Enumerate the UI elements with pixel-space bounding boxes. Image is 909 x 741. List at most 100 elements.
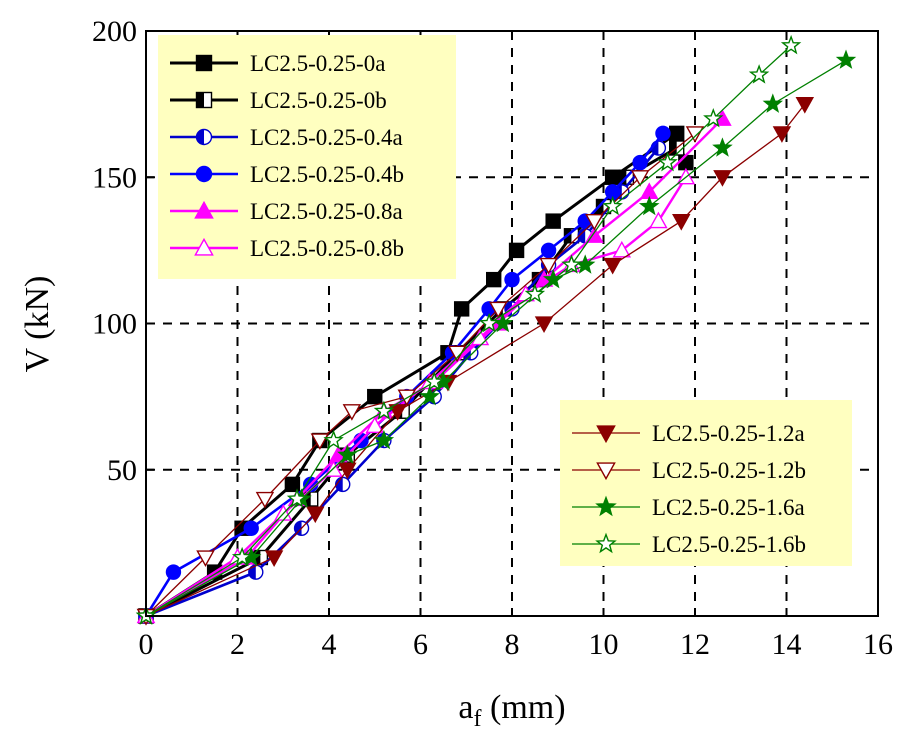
legend-marker: [195, 165, 213, 183]
data-point-LC2.5-0.25-1.6b: [657, 151, 678, 172]
data-point-LC2.5-0.25-1.6b: [748, 64, 770, 84]
data-point-LC2.5-0.25-1.6a: [543, 268, 564, 289]
x-tick-label: 8: [505, 628, 520, 661]
y-tick-label: 100: [92, 308, 137, 341]
data-point-LC2.5-0.25-1.2a: [672, 213, 691, 231]
data-point-LC2.5-0.25-1.2b: [630, 170, 650, 187]
data-point-LC2.5-0.25-1.6b: [478, 312, 500, 333]
data-point-LC2.5-0.25-0a: [669, 125, 685, 142]
data-point-LC2.5-0.25-1.2a: [772, 126, 792, 143]
legend-entry: LC2.5-0.25-0.8b: [170, 236, 404, 261]
legend-box-main: [158, 35, 456, 279]
data-point-LC2.5-0.25-1.6b: [561, 254, 582, 274]
data-point-LC2.5-0.25-1.6b: [780, 34, 802, 55]
legend-label: LC2.5-0.25-1.6b: [652, 532, 806, 557]
series-line-LC2.5-0.25-1.2b: [145, 132, 696, 617]
data-point-LC2.5-0.25-1.2a: [603, 257, 622, 275]
data-point-LC2.5-0.25-0a: [678, 154, 694, 171]
data-point-LC2.5-0.25-1.2b: [310, 433, 330, 450]
y-axis-title: V (kN): [19, 276, 56, 373]
legend-label: LC2.5-0.25-0.4a: [250, 125, 403, 150]
series-line-LC2.5-0.25-1.2a: [145, 103, 806, 617]
data-point-LC2.5-0.25-1.2a: [338, 462, 357, 480]
data-point-LC2.5-0.25-1.2a: [795, 96, 815, 114]
data-point-LC2.5-0.25-1.6b: [373, 400, 395, 420]
legend-entry: LC2.5-0.25-1.6a: [572, 495, 805, 520]
data-point-LC2.5-0.25-1.2a: [713, 170, 732, 187]
legend-marker: [595, 532, 617, 554]
legend-entry: LC2.5-0.25-1.2a: [572, 421, 805, 446]
data-point-LC2.5-0.25-1.6a: [373, 429, 395, 450]
x-tick-label: 10: [589, 628, 619, 661]
data-point-LC2.5-0.25-1.6b: [703, 108, 724, 128]
legend-marker: [194, 200, 214, 219]
series-line-LC2.5-0.25-1.6a: [145, 59, 847, 617]
x-tick-label: 4: [322, 628, 337, 661]
x-tick-label: 16: [863, 628, 893, 661]
x-axis-title-subscript: f: [474, 706, 482, 732]
data-point-LC2.5-0.25-0.4b: [504, 271, 520, 288]
data-point-LC2.5-0.25-0.4b: [655, 125, 671, 142]
legend-label: LC2.5-0.25-0.4b: [250, 162, 404, 187]
data-point-LC2.5-0.25-1.2b: [342, 404, 362, 421]
data-point-LC2.5-0.25-0.4b: [632, 154, 648, 171]
data-point-LC2.5-0.25-1.6a: [337, 444, 358, 464]
data-point-LC2.5-0.25-1.2b: [196, 550, 215, 567]
series-LC2.5-0.25-1.6b: [135, 34, 802, 625]
data-point-LC2.5-0.25-1.2a: [534, 316, 554, 333]
data-point-LC2.5-0.25-1.6a: [638, 195, 660, 216]
legend-entry: LC2.5-0.25-0.4b: [170, 162, 404, 187]
data-point-LC2.5-0.25-1.2b: [539, 257, 558, 275]
data-point-LC2.5-0.25-0.4b: [540, 242, 557, 259]
data-point-LC2.5-0.25-1.6a: [835, 49, 857, 69]
legend-marker-half: [196, 129, 204, 145]
y-tick-label: 50: [107, 454, 137, 487]
legend-marker: [595, 495, 617, 517]
x-tick-label: 0: [139, 628, 154, 661]
data-point-LC2.5-0.25-1.6b: [524, 283, 546, 303]
data-point-LC2.5-0.25-1.6b: [323, 429, 344, 450]
x-tick-label: 2: [230, 628, 245, 661]
y-tick-label: 150: [92, 161, 137, 194]
x-tick-label: 14: [772, 628, 802, 661]
data-point-LC2.5-0.25-0.4b: [243, 520, 259, 536]
data-point-LC2.5-0.25-1.6b: [602, 195, 623, 216]
legend-label: LC2.5-0.25-0a: [250, 51, 385, 76]
axes-layer: 0 2 4 6 8 10 12 14 16 50 100 150 200: [92, 15, 893, 661]
data-point-LC2.5-0.25-0a: [284, 476, 301, 493]
data-point-LC2.5-0.25-1.2a: [264, 550, 284, 567]
data-point-LC2.5-0.25-1.6b: [424, 371, 445, 391]
data-point-LC2.5-0.25-1.6b: [231, 546, 253, 567]
legend-marker: [596, 462, 616, 481]
x-tick-label: 6: [413, 628, 428, 661]
legend-marker: [596, 425, 616, 444]
data-point-LC2.5-0.25-0a: [453, 301, 470, 317]
legend-marker: [195, 54, 213, 72]
legend-label: LC2.5-0.25-0.8a: [250, 199, 403, 224]
x-axis-title: af (mm): [458, 689, 565, 732]
data-point-LC2.5-0.25-1.2b: [489, 301, 508, 319]
data-point-LC2.5-0.25-1.2b: [255, 491, 275, 509]
data-point-LC2.5-0.25-1.2a: [388, 404, 407, 421]
data-point-LC2.5-0.25-0.8b: [649, 211, 668, 229]
data-point-LC2.5-0.25-0a: [367, 388, 383, 405]
legend-label: LC2.5-0.25-1.2b: [652, 458, 806, 483]
data-point-LC2.5-0.25-0.8b: [365, 416, 384, 434]
data-point-LC2.5-0.25-0.8b: [612, 240, 632, 258]
series-layer: [135, 34, 857, 626]
data-point-LC2.5-0.25-1.2b: [685, 126, 705, 143]
data-point-LC2.5-0.25-1.6b: [286, 488, 308, 508]
legend-entry: LC2.5-0.25-1.6b: [572, 532, 806, 557]
x-tick-label: 12: [680, 628, 710, 661]
legend-label: LC2.5-0.25-0b: [250, 88, 387, 113]
data-point-LC2.5-0.25-1.2a: [306, 506, 325, 524]
series-line-LC2.5-0.25-1.6b: [145, 45, 792, 617]
data-point-LC2.5-0.25-1.6a: [419, 385, 440, 406]
legend-label: LC2.5-0.25-1.2a: [652, 421, 805, 446]
legend-entry: LC2.5-0.25-0.4a: [170, 125, 403, 150]
data-point-LC2.5-0.25-0b-half: [669, 141, 677, 155]
data-point-LC2.5-0.25-0.4a-half: [294, 521, 302, 536]
legend-entry: LC2.5-0.25-0a: [170, 51, 385, 76]
data-point-LC2.5-0.25-0a: [508, 242, 525, 259]
